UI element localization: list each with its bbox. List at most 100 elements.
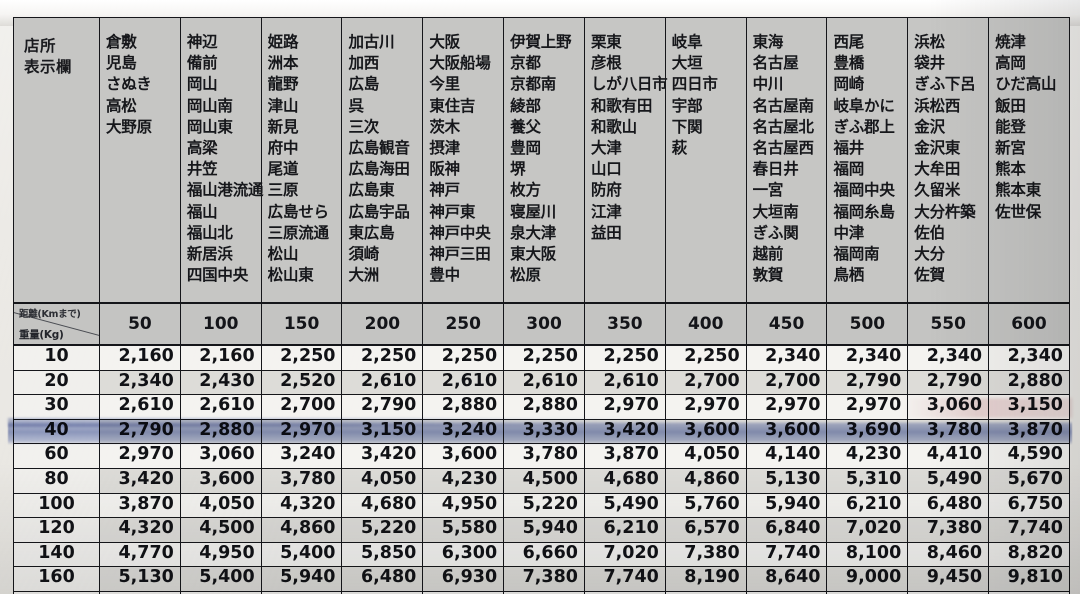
rate-cell: 4,680	[583, 467, 666, 494]
distance-column-header: 300	[503, 302, 585, 346]
rate-cell: 8,820	[988, 541, 1070, 568]
rate-cell: 8,190	[664, 566, 747, 592]
station-name-list: 姫路 洲本 龍野 津山 新見 府中 尾道 三原 広島せら 三原流通 松山 松山東	[268, 32, 337, 286]
station-name: 大垣	[671, 54, 703, 73]
station-group-cell: 加古川 加西 広島呉三次 広島観音 広島海田 広島東 広島宇品 東広島 須崎 大洲	[341, 17, 424, 304]
station-name-list: 加古川 加西 広島呉三次 広島観音 広島海田 広島東 広島宇品 東広島 須崎 大洲	[348, 32, 417, 286]
rate-cell: 6,840	[745, 517, 828, 543]
station-name: 須崎	[348, 244, 380, 263]
rate-cell: 2,790	[99, 418, 181, 445]
distance-column-header: 400	[664, 302, 747, 346]
rate-cell: 2,520	[260, 369, 343, 396]
station-name: 三次	[348, 117, 380, 136]
station-name: 熊本東	[995, 181, 1042, 200]
station-name: 大野原	[106, 117, 152, 136]
rate-cell: 9,810	[988, 566, 1070, 592]
station-name: 栗東	[590, 33, 622, 51]
rate-cell: 4,500	[179, 517, 262, 543]
station-name: 福岡南	[833, 244, 880, 263]
station-name: 津山	[267, 96, 299, 115]
rate-cell: 5,670	[988, 467, 1070, 494]
rate-cell: 3,060	[179, 443, 262, 469]
station-name: 三原流通	[267, 223, 329, 242]
station-name-list: 伊賀上野 京都 京都南 綾部 養父 豊岡堺枚方 寝屋川 泉大津 東大阪 松原	[510, 32, 579, 286]
station-name-list: 岐阜 大垣 四日市 宇部 下関萩	[672, 32, 741, 159]
station-name: 枚方	[510, 181, 541, 200]
station-name: 寝屋川	[510, 202, 557, 221]
rate-cell: 3,420	[99, 467, 181, 494]
station-name: 袋井	[914, 54, 945, 73]
station-name: 井笠	[186, 160, 218, 179]
station-name: 松原	[510, 266, 541, 285]
rate-cell: 3,150	[988, 394, 1070, 420]
station-name: 名古屋西	[752, 138, 814, 157]
station-name: 神戸中央	[429, 223, 491, 242]
station-name: 堺	[510, 160, 526, 179]
station-name: 名古屋南	[752, 96, 814, 115]
station-name: 岡山	[186, 75, 218, 94]
axis-header-row: 距離(Kmまで) 重量(Kg) 50 100 150 200 250 300 350 400 4…	[13, 302, 1070, 346]
station-name: 姫路	[267, 33, 299, 51]
rate-cell: 8,100	[826, 541, 909, 568]
station-name: 福山北	[186, 223, 233, 242]
station-name: 新宮	[995, 138, 1026, 157]
rate-cell: 2,340	[99, 369, 181, 396]
station-name: 泉大津	[510, 223, 557, 242]
station-name: 広島	[348, 75, 380, 94]
rate-cell: 6,930	[422, 566, 505, 592]
station-name: 宇部	[671, 96, 703, 115]
station-name: 浜松西	[914, 96, 961, 115]
station-name: 龍野	[267, 75, 299, 94]
station-name: 福岡中央	[833, 181, 895, 200]
station-name: 東海	[752, 33, 784, 51]
rate-cell: 4,680	[341, 492, 424, 519]
rate-cell: 7,020	[583, 541, 666, 568]
station-name: 浜松	[914, 33, 945, 51]
rate-cell: 2,880	[503, 394, 585, 420]
rate-cell: 3,150	[341, 418, 424, 445]
rate-cell: 3,780	[260, 467, 343, 494]
station-name: 大津	[590, 138, 622, 157]
station-name: 新見	[267, 117, 299, 136]
rate-cell: 2,970	[583, 394, 666, 420]
axis-corner-cell: 距離(Kmまで) 重量(Kg)	[13, 302, 100, 346]
station-name-list: 大阪 大阪船場 今里 東住吉 茨木 摂津 阪神 神戸 神戸東 神戸中央 神戸三田 豊中	[429, 32, 498, 286]
rate-cell: 5,850	[341, 541, 424, 568]
station-name: 佐伯	[914, 223, 945, 242]
weight-row-header: 120	[13, 517, 100, 543]
station-name: 広島せら	[267, 202, 329, 221]
station-group-cell: 岐阜 大垣 四日市 宇部 下関萩	[664, 17, 747, 304]
rate-cell: 4,320	[99, 517, 181, 543]
station-name-list: 東海 名古屋 中川 名古屋南 名古屋北 名古屋西 春日井 一宮 大垣南 ぎふ関 越前 敦賀	[753, 32, 822, 286]
station-name-list: 倉敷 児島 さぬき 高松 大野原	[106, 32, 175, 138]
station-name: 茨木	[429, 117, 460, 136]
station-name: 高梁	[186, 138, 218, 157]
rate-cell: 2,160	[179, 344, 262, 371]
station-name: 鳥栖	[833, 266, 865, 285]
rate-cell: 4,770	[99, 541, 181, 568]
table-row: 100 3,870 4,050 4,320 4,680 4,950 5,220 5,490 5,…	[13, 492, 1070, 519]
station-name: 敦賀	[752, 266, 784, 285]
station-name: 山口	[590, 160, 622, 179]
distance-column-header: 250	[422, 302, 505, 346]
station-name: 熊本	[995, 160, 1026, 179]
station-name: 神辺	[186, 33, 218, 51]
station-name: 福井	[833, 138, 865, 157]
rate-cell: 2,880	[422, 394, 505, 420]
rate-cell: 6,480	[341, 566, 424, 592]
rate-cell: 6,660	[503, 541, 585, 568]
station-name: 三原	[267, 181, 299, 200]
rate-cell: 4,050	[179, 492, 262, 519]
station-name: 加西	[348, 54, 380, 73]
station-name: 岡崎	[833, 75, 865, 94]
station-name: 摂津	[429, 138, 460, 157]
station-name: 大阪船場	[429, 54, 491, 73]
weight-row-header: 140	[13, 541, 100, 568]
rate-cell: 10,890	[988, 590, 1070, 594]
rate-cell: 9,450	[907, 566, 990, 592]
station-name: 綾部	[510, 96, 541, 115]
station-name: 岐阜かに	[833, 96, 895, 115]
rate-cell: 3,870	[988, 418, 1070, 445]
rate-cell: 2,970	[664, 394, 747, 420]
rate-cell: 5,400	[260, 541, 343, 568]
